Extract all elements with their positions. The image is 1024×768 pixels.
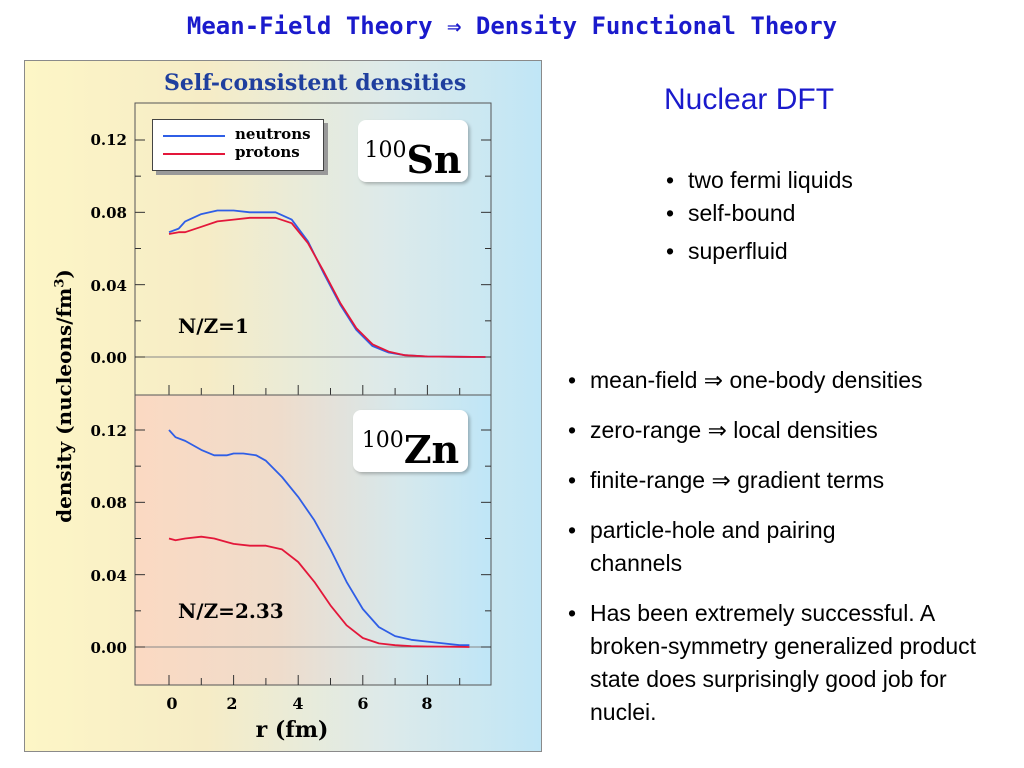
legend-swatch-protons [163,153,225,155]
ytick-lower-0.08: 0.08 [90,494,127,512]
nucleus-symbol-zn: Zn [403,427,460,472]
dft-feature-list: mean-field ⇒ one-body densities zero-ran… [566,364,1022,746]
list-item: particle-hole and pairing channels [566,514,930,580]
list-item: mean-field ⇒ one-body densities [566,364,1022,397]
nucleus-mass-sn: 100 [364,138,407,163]
xtick-4: 4 [292,694,304,713]
xtick-0: 0 [166,694,178,713]
ytick-upper-0.00: 0.00 [90,349,127,367]
list-item: superfluid [664,234,964,268]
list-item: zero-range ⇒ local densities [566,414,1022,447]
list-item: finite-range ⇒ gradient terms [566,464,1022,497]
figure-title: Self-consistent densities [164,70,467,96]
ytick-lower-0.12: 0.12 [90,422,127,440]
slide-title: Mean-Field Theory ⇒ Density Functional T… [186,12,838,40]
axes-layer [134,102,492,686]
series-layer [168,209,486,648]
ytick-lower-0.04: 0.04 [90,567,127,585]
y-axis-label-exponent: 3 [52,278,68,288]
ratio-label-sn: N/Z=1 [178,314,249,338]
nucleus-label-zn: 100Zn [353,410,468,472]
nucleus-mass-zn: 100 [361,428,404,453]
ytick-upper-0.12: 0.12 [90,131,127,149]
legend: neutrons protons [152,119,324,171]
plot-frame [134,394,492,686]
x-axis-label: r (fm) [255,717,329,743]
series-line-neutrons-zn [168,429,470,647]
ytick-lower-0.00: 0.00 [90,639,127,657]
ytick-upper-0.04: 0.04 [90,277,127,295]
y-axis-label: density (nucleons/fm3) [52,269,76,523]
legend-label-neutrons: neutrons [235,125,311,143]
property-list: two fermi liquids self-bound superfluid [664,163,964,268]
ytick-upper-0.08: 0.08 [90,204,127,222]
legend-label-protons: protons [235,143,300,161]
nucleus-label-sn: 100Sn [358,120,468,182]
ratio-label-zn: N/Z=2.33 [178,599,284,623]
xtick-8: 8 [421,694,433,713]
series-line-protons-zn [168,535,470,648]
y-axis-label-close: ) [52,269,76,279]
y-axis-label-text: density (nucleons/fm [52,287,76,523]
section-heading: Nuclear DFT [664,83,835,116]
legend-item-neutrons: neutrons [163,125,323,144]
list-item: self-bound [664,196,964,230]
legend-swatch-neutrons [163,135,225,137]
xtick-2: 2 [226,694,238,713]
list-item: Has been extremely successful. A broken-… [566,597,1010,729]
series-line-protons-sn [168,216,486,358]
xtick-6: 6 [357,694,369,713]
list-item: two fermi liquids [664,163,964,197]
nucleus-symbol-sn: Sn [406,137,462,182]
legend-item-protons: protons [163,143,323,162]
